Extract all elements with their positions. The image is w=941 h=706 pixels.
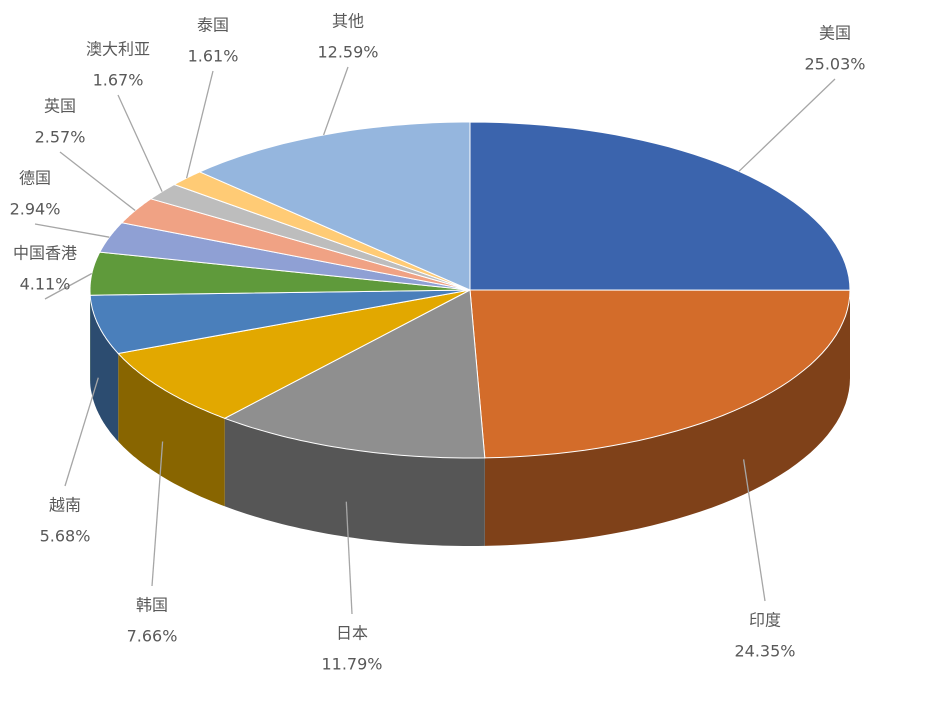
leader-line [64, 377, 99, 487]
data-label-value: 2.94% [10, 200, 61, 219]
slice-side [224, 418, 485, 546]
slice [223, 289, 486, 459]
data-label-value: 11.79% [321, 655, 382, 674]
slice [117, 289, 471, 419]
data-label-value: 1.67% [93, 71, 144, 90]
data-label-value: 4.11% [20, 275, 71, 294]
data-label-name: 德国 [19, 169, 51, 188]
slice [469, 121, 851, 291]
data-label-name: 泰国 [197, 16, 229, 35]
data-label-value: 25.03% [804, 55, 865, 74]
leader-line [59, 151, 136, 212]
leader-line [34, 223, 110, 238]
slice [469, 289, 851, 459]
slice-side [484, 290, 850, 546]
data-label-name: 英国 [44, 97, 76, 116]
data-label-value: 7.66% [127, 627, 178, 646]
data-label-value: 1.61% [188, 47, 239, 66]
slice-side [118, 353, 225, 507]
data-label-name: 澳大利亚 [86, 40, 150, 59]
leader-line [742, 459, 766, 602]
slice [89, 289, 471, 355]
leader-line [322, 66, 349, 136]
data-label-name: 美国 [819, 24, 851, 43]
leader-line [185, 70, 214, 179]
data-label-name: 中国香港 [13, 244, 77, 263]
data-label-name: 日本 [336, 624, 368, 643]
slice-side [90, 295, 119, 442]
data-label-value: 5.68% [40, 527, 91, 546]
data-label-value: 12.59% [317, 43, 378, 62]
leader-line [117, 94, 163, 192]
leader-line [44, 272, 93, 300]
data-label-name: 其他 [332, 12, 364, 31]
leader-line [345, 501, 353, 615]
data-label-value: 24.35% [734, 642, 795, 661]
data-label-value: 2.57% [35, 128, 86, 147]
leader-line [738, 78, 836, 172]
leader-line [151, 441, 164, 587]
data-label-name: 印度 [749, 611, 781, 630]
data-label-name: 越南 [49, 496, 81, 515]
data-label-name: 韩国 [136, 596, 168, 615]
